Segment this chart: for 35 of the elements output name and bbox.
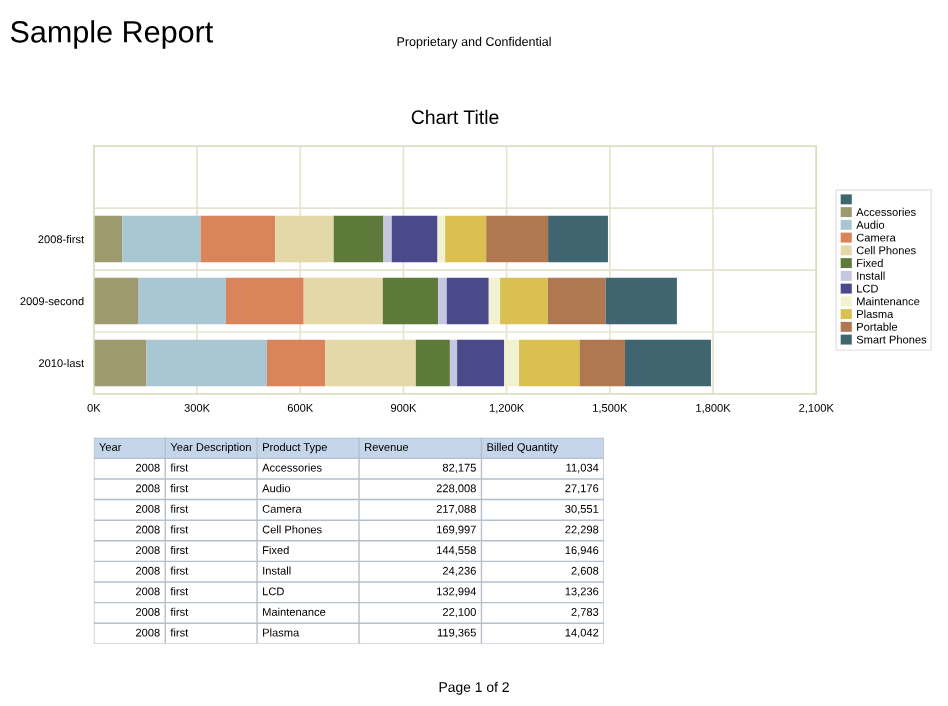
bar: [138, 277, 226, 325]
bar: [333, 215, 384, 263]
bar: [500, 277, 548, 325]
bar: [449, 339, 458, 387]
bar: [445, 215, 487, 263]
bar: [605, 277, 677, 325]
text: Sample Report: [10, 20, 214, 49]
bar: [438, 277, 447, 325]
bar: [225, 277, 304, 325]
bar: [547, 277, 606, 325]
bar: [437, 215, 446, 263]
bar: [579, 339, 625, 387]
bar: [382, 277, 439, 325]
bar: [275, 215, 334, 263]
bar: [488, 277, 501, 325]
bar: [446, 277, 489, 325]
bar: [122, 215, 201, 263]
bar: [93, 215, 123, 263]
bar: [457, 339, 505, 387]
bar: [504, 339, 520, 387]
bar: [200, 215, 276, 263]
bar: [486, 215, 549, 263]
bar: [383, 215, 392, 263]
bar: [266, 339, 326, 387]
bar: [415, 339, 450, 387]
chart-title: Chart Title: [411, 109, 499, 125]
bar: [93, 339, 147, 387]
bar: [391, 215, 438, 263]
bar: [548, 215, 608, 263]
bar: [146, 339, 267, 387]
bar: [303, 277, 383, 325]
bar: [325, 339, 416, 387]
bar: [624, 339, 711, 387]
bar: [93, 277, 139, 325]
bar: [519, 339, 580, 387]
